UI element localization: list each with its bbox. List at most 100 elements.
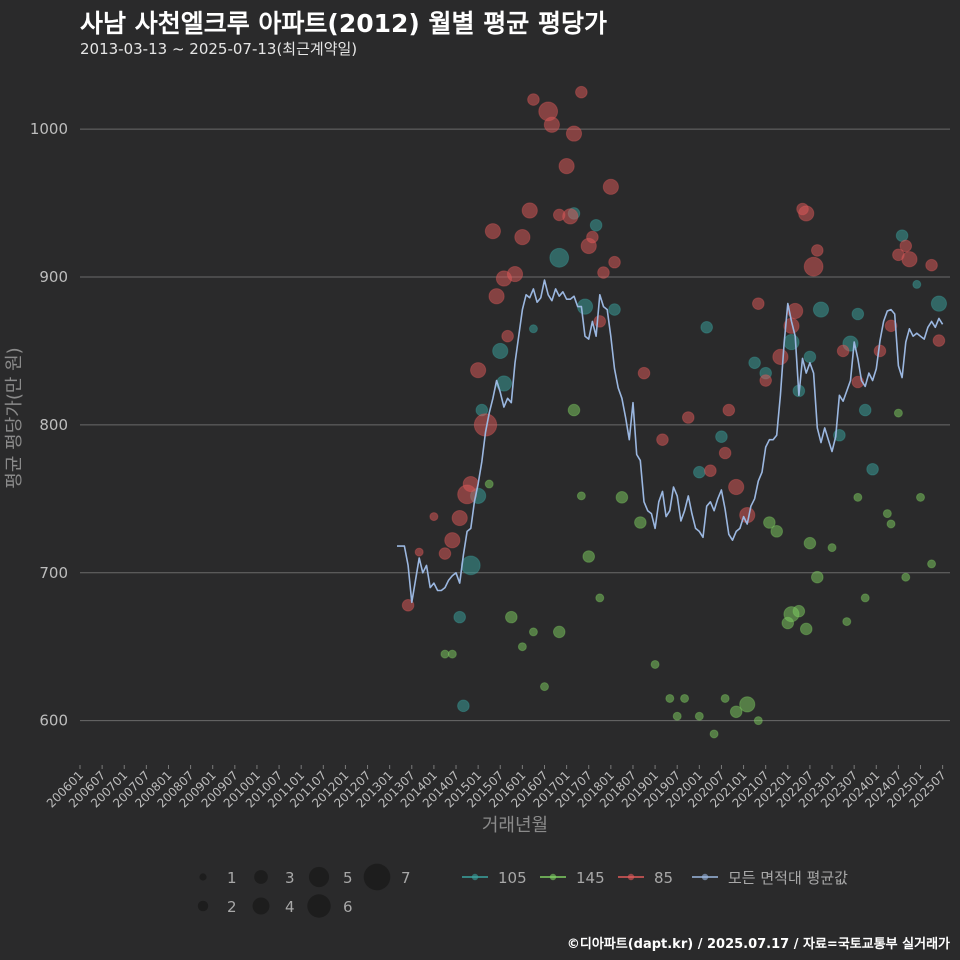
point-85 — [752, 297, 765, 310]
point-105 — [851, 307, 865, 321]
point-85 — [506, 265, 524, 283]
point-145 — [803, 536, 817, 550]
point-145 — [792, 604, 806, 618]
point-145 — [927, 559, 937, 569]
point-85 — [565, 125, 583, 142]
point-85 — [722, 403, 736, 417]
size-legend-key — [197, 900, 209, 912]
series-legend-marker — [701, 873, 709, 881]
point-145 — [447, 649, 457, 659]
point-105 — [748, 356, 761, 370]
data-points — [401, 85, 948, 739]
point-85 — [501, 329, 514, 343]
point-105 — [866, 462, 879, 476]
point-85 — [401, 598, 415, 612]
point-105 — [460, 555, 481, 576]
point-145 — [615, 491, 629, 504]
point-105 — [589, 218, 603, 232]
point-85 — [514, 228, 531, 246]
point-145 — [665, 693, 675, 703]
point-145 — [763, 516, 776, 529]
point-85 — [718, 446, 732, 460]
point-85 — [810, 244, 824, 257]
point-105 — [715, 430, 728, 444]
point-85 — [414, 547, 424, 557]
y-axis-label: 평균 평당가(만 원) — [4, 347, 25, 488]
point-85 — [552, 208, 566, 222]
series-legend-marker — [549, 873, 557, 881]
point-145 — [901, 572, 911, 582]
size-legend-key — [363, 863, 391, 891]
y-tick-label: 800 — [39, 416, 68, 434]
point-145 — [505, 610, 518, 624]
point-85 — [527, 93, 540, 106]
point-145 — [576, 491, 586, 501]
point-85 — [575, 85, 588, 99]
point-145 — [770, 525, 784, 538]
size-legend-label: 4 — [285, 898, 295, 916]
point-145 — [729, 705, 743, 719]
point-85 — [470, 362, 487, 379]
point-145 — [886, 519, 896, 529]
x-axis-ticks: 2006012006072007012007072008012008072009… — [44, 765, 949, 811]
chart-title: 사남 사천엘크루 아파트(2012) 월별 평균 평당가 — [80, 9, 607, 38]
point-85 — [462, 475, 479, 493]
point-145 — [694, 711, 704, 721]
point-85 — [429, 512, 439, 522]
size-legend-key — [252, 897, 270, 915]
size-legend-key — [199, 873, 207, 881]
point-85 — [803, 256, 824, 277]
point-105 — [895, 229, 909, 242]
size-legend-key — [308, 866, 330, 888]
point-145 — [781, 616, 795, 630]
point-85 — [925, 258, 938, 272]
point-85 — [597, 266, 610, 279]
grid-lines — [80, 128, 950, 722]
point-145 — [827, 543, 837, 553]
point-105 — [549, 247, 570, 268]
point-85 — [796, 202, 809, 216]
point-85 — [892, 248, 905, 262]
point-105 — [812, 301, 830, 318]
point-105 — [528, 324, 538, 334]
point-145 — [753, 716, 763, 726]
chart-subtitle: 2013-03-13 ~ 2025-07-13(최근계약일) — [80, 40, 358, 58]
point-145 — [582, 550, 596, 563]
point-85 — [438, 547, 452, 560]
point-85 — [704, 464, 717, 478]
y-tick-label: 600 — [39, 712, 68, 730]
point-105 — [783, 333, 800, 351]
series-legend-label: 145 — [576, 869, 605, 887]
size-legend-label: 7 — [401, 869, 411, 887]
point-145 — [860, 593, 870, 603]
series-legend-label: 105 — [498, 869, 527, 887]
point-105 — [608, 303, 621, 316]
point-145 — [739, 696, 756, 713]
point-85 — [488, 288, 505, 305]
point-145 — [595, 593, 605, 603]
point-85 — [521, 202, 538, 219]
point-85 — [728, 478, 745, 496]
point-145 — [528, 627, 538, 637]
point-85 — [602, 178, 619, 195]
series-legend-marker — [471, 873, 479, 881]
point-85 — [593, 315, 607, 328]
point-85 — [484, 223, 501, 240]
average-line — [397, 279, 944, 604]
x-axis-label: 거래년월 — [482, 815, 548, 836]
point-85 — [772, 348, 789, 365]
point-105 — [453, 610, 467, 624]
point-145 — [680, 693, 690, 703]
size-legend-label: 5 — [343, 869, 353, 887]
y-tick-label: 1000 — [30, 120, 68, 138]
point-145 — [672, 711, 682, 721]
size-legend-key — [254, 870, 268, 884]
point-85 — [558, 158, 575, 175]
point-85 — [884, 319, 898, 333]
point-85 — [656, 433, 669, 446]
point-85 — [543, 116, 560, 133]
point-105 — [457, 699, 470, 713]
y-tick-label: 900 — [39, 268, 68, 286]
point-105 — [492, 342, 509, 360]
size-legend-label: 6 — [343, 898, 353, 916]
